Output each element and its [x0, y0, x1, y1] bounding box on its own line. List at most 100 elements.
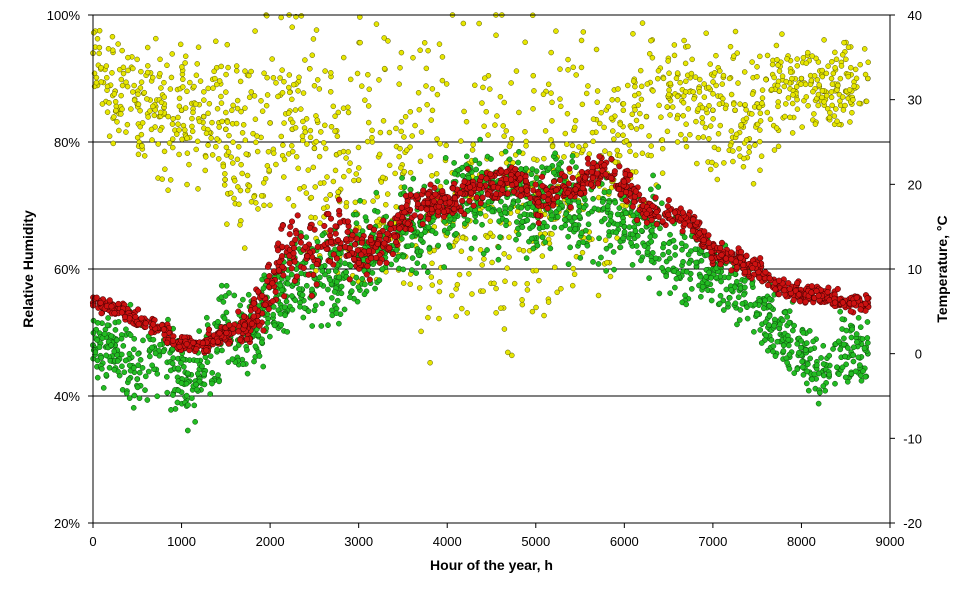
data-point — [373, 189, 380, 196]
data-point — [480, 250, 487, 257]
data-point — [293, 273, 300, 280]
data-point — [576, 144, 582, 150]
data-point — [322, 145, 329, 152]
data-point — [678, 131, 684, 138]
data-point — [169, 360, 176, 367]
data-point — [135, 350, 141, 357]
data-point — [691, 95, 697, 102]
data-point — [115, 319, 122, 325]
data-point — [94, 374, 101, 381]
data-point — [786, 319, 793, 326]
data-point — [671, 268, 678, 275]
data-point — [805, 49, 811, 56]
data-point — [322, 68, 328, 74]
data-point — [281, 293, 288, 300]
data-point — [481, 75, 488, 81]
data-point — [371, 226, 378, 233]
data-point — [510, 188, 517, 195]
data-point — [666, 91, 672, 98]
data-point — [752, 142, 758, 148]
data-point — [545, 191, 552, 198]
data-point — [835, 338, 842, 345]
data-point — [308, 214, 314, 221]
data-point — [205, 142, 211, 148]
data-point — [839, 299, 847, 306]
data-point — [708, 248, 715, 256]
data-point — [764, 109, 771, 116]
data-point — [613, 229, 620, 236]
data-point — [312, 302, 319, 309]
data-point — [205, 326, 213, 333]
data-point — [458, 138, 464, 144]
data-point — [393, 239, 400, 246]
data-point — [469, 291, 475, 297]
data-point — [304, 141, 310, 147]
data-point — [834, 285, 841, 293]
data-point — [235, 144, 242, 150]
data-point — [545, 81, 552, 88]
data-point — [436, 315, 442, 322]
data-point — [855, 354, 862, 361]
data-point — [111, 366, 118, 373]
data-point — [104, 322, 111, 329]
data-point — [558, 103, 564, 110]
data-point — [472, 218, 479, 225]
data-point — [820, 372, 827, 379]
data-point — [161, 79, 167, 86]
data-point — [683, 301, 690, 308]
data-point — [184, 88, 190, 95]
data-point — [318, 323, 325, 329]
data-point — [847, 308, 854, 315]
data-point — [214, 338, 221, 345]
data-point — [144, 397, 151, 403]
data-point — [849, 326, 855, 333]
data-point — [717, 292, 724, 299]
data-point — [134, 134, 141, 141]
data-point — [548, 90, 554, 96]
data-point — [295, 88, 301, 94]
data-point — [253, 139, 259, 146]
data-point — [464, 310, 470, 316]
data-point — [141, 89, 148, 96]
data-point — [130, 365, 137, 371]
data-point — [105, 46, 112, 52]
data-point — [164, 339, 171, 346]
data-point — [279, 222, 286, 229]
data-point — [566, 165, 573, 172]
data-point — [262, 301, 269, 308]
data-point — [632, 107, 638, 113]
data-point — [297, 239, 304, 246]
data-point — [98, 354, 105, 361]
data-point — [506, 234, 512, 241]
data-point — [288, 218, 296, 225]
data-point — [819, 67, 825, 74]
data-point — [530, 72, 537, 79]
data-point — [340, 54, 347, 61]
data-point — [108, 303, 115, 310]
data-point — [238, 161, 244, 168]
data-point — [519, 301, 526, 308]
data-point — [786, 365, 793, 372]
data-point — [309, 52, 316, 58]
data-point — [333, 310, 340, 317]
y2-tick-label: 0 — [915, 347, 922, 362]
data-point — [295, 165, 301, 172]
data-point — [602, 148, 608, 154]
data-point — [221, 182, 228, 188]
data-point — [416, 285, 423, 291]
data-point — [775, 62, 781, 68]
data-point — [196, 328, 203, 334]
data-point — [459, 197, 466, 204]
data-point — [513, 236, 519, 243]
data-point — [336, 245, 343, 252]
y2-tick-label: -20 — [903, 516, 922, 531]
data-point — [225, 359, 232, 365]
data-point — [330, 178, 337, 185]
data-point — [126, 350, 133, 357]
data-point — [239, 170, 245, 177]
data-point — [299, 133, 306, 139]
data-point — [831, 113, 838, 119]
data-point — [550, 178, 558, 185]
data-point — [794, 63, 801, 69]
data-point — [332, 223, 339, 230]
